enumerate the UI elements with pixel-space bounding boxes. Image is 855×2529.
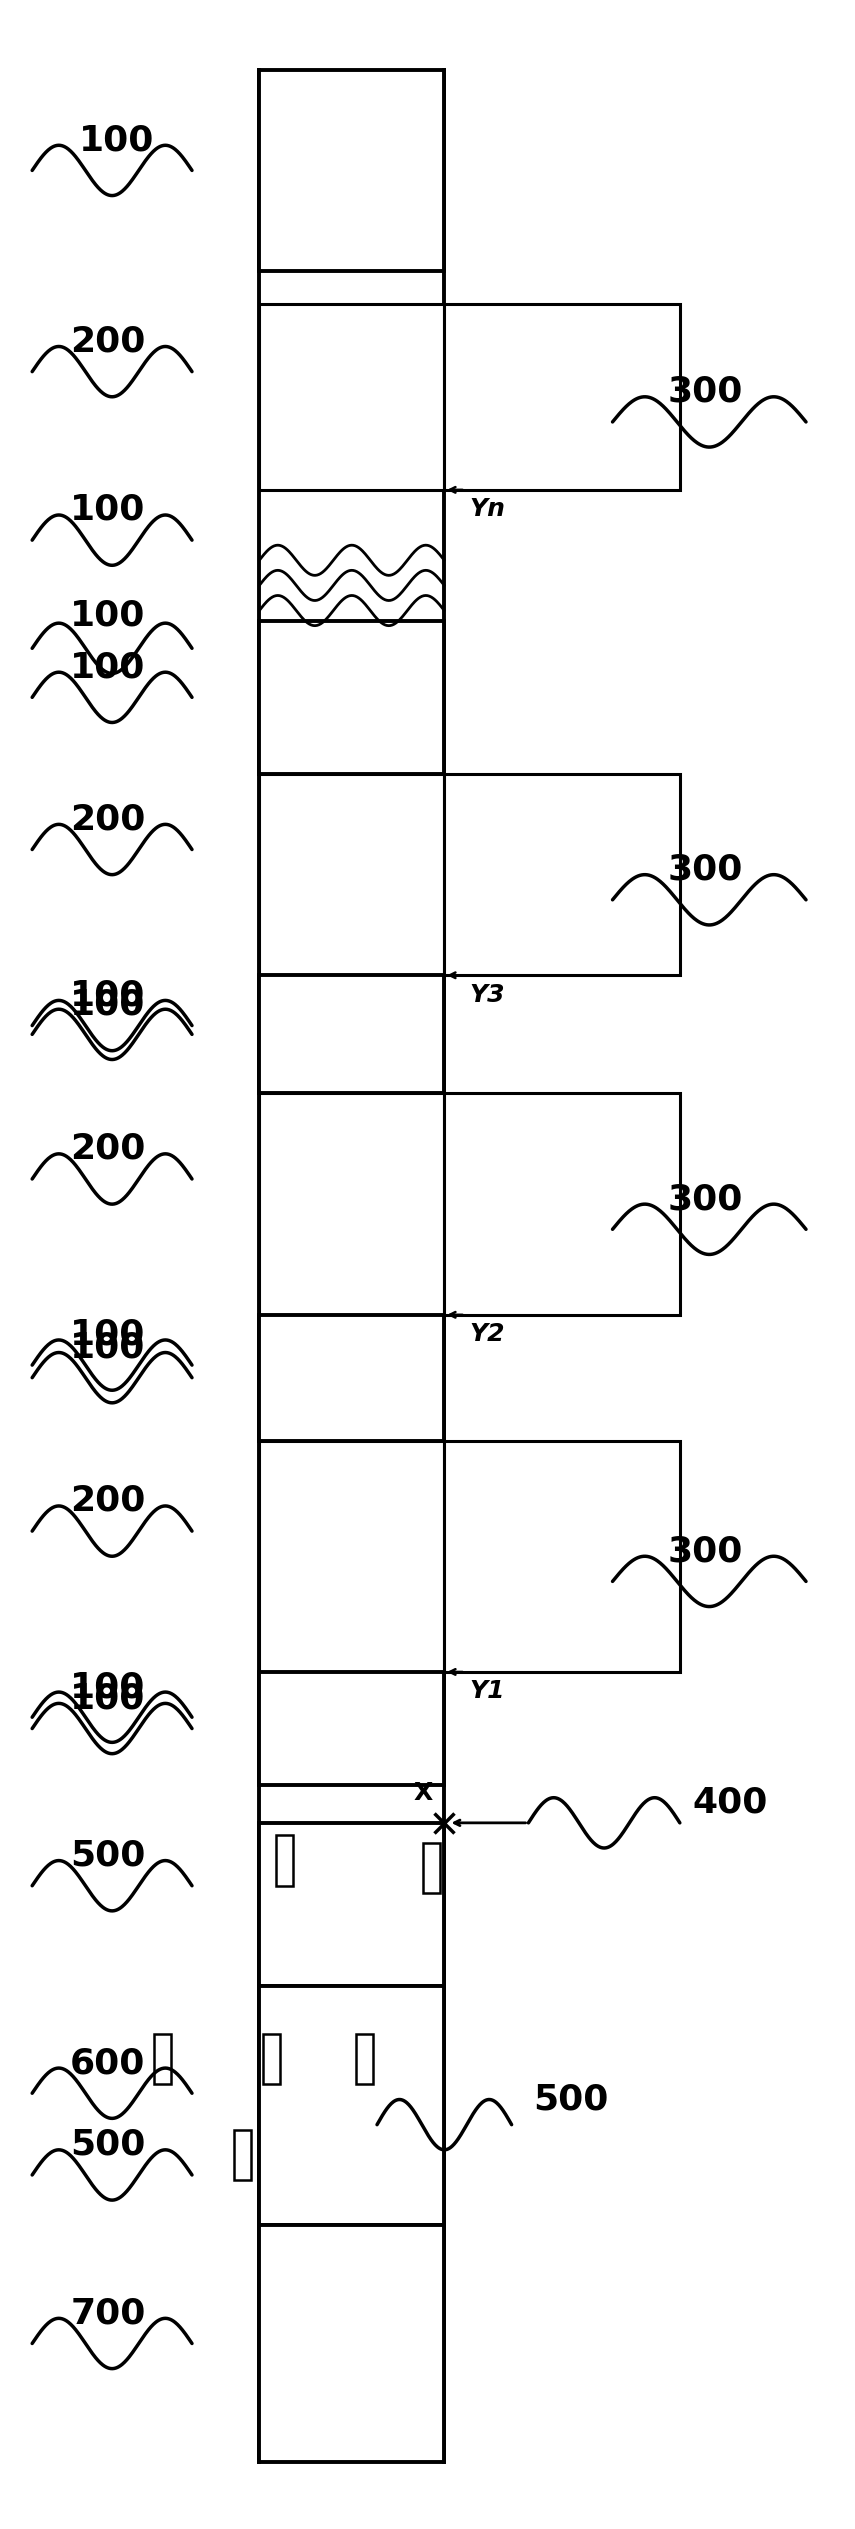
Text: 300: 300 bbox=[668, 852, 743, 888]
Text: 500: 500 bbox=[533, 2081, 608, 2117]
Bar bbox=[259, 303, 445, 491]
Bar bbox=[445, 303, 680, 491]
Bar bbox=[259, 1315, 445, 1442]
Bar bbox=[234, 2129, 251, 2180]
Bar bbox=[259, 2226, 445, 2461]
Bar bbox=[259, 976, 445, 1093]
Bar bbox=[259, 71, 445, 271]
Text: 100: 100 bbox=[70, 650, 145, 685]
Bar bbox=[259, 774, 445, 976]
Text: 200: 200 bbox=[70, 1485, 145, 1517]
Bar bbox=[259, 1985, 445, 2226]
Text: Yn: Yn bbox=[469, 498, 505, 521]
Bar bbox=[276, 1836, 293, 1887]
Bar bbox=[259, 1442, 445, 1672]
Text: 100: 100 bbox=[79, 124, 154, 157]
Text: 100: 100 bbox=[70, 1318, 145, 1353]
Text: 300: 300 bbox=[668, 1535, 743, 1568]
Bar bbox=[445, 1093, 680, 1315]
Bar bbox=[445, 774, 680, 976]
Text: 200: 200 bbox=[70, 324, 145, 359]
Bar bbox=[259, 1672, 445, 1785]
Text: 100: 100 bbox=[70, 599, 145, 632]
Text: 700: 700 bbox=[70, 2296, 145, 2329]
Bar bbox=[259, 1093, 445, 1315]
Text: 500: 500 bbox=[70, 1839, 145, 1871]
Text: 500: 500 bbox=[70, 2127, 145, 2162]
Text: 300: 300 bbox=[668, 374, 743, 410]
Bar bbox=[259, 1823, 445, 1985]
Text: 100: 100 bbox=[70, 986, 145, 1022]
Bar bbox=[356, 2033, 373, 2084]
Text: 200: 200 bbox=[70, 1133, 145, 1166]
Bar bbox=[263, 2033, 280, 2084]
Text: Y2: Y2 bbox=[469, 1323, 505, 1345]
Text: 200: 200 bbox=[70, 802, 145, 837]
Bar bbox=[259, 620, 445, 774]
Text: 100: 100 bbox=[70, 1682, 145, 1715]
Bar bbox=[423, 1844, 440, 1894]
Text: 100: 100 bbox=[70, 1330, 145, 1366]
Text: 300: 300 bbox=[668, 1181, 743, 1216]
Text: 100: 100 bbox=[70, 979, 145, 1012]
Text: Y1: Y1 bbox=[469, 1679, 505, 1705]
Text: X: X bbox=[414, 1780, 433, 1806]
Bar bbox=[154, 2033, 171, 2084]
Bar bbox=[445, 1442, 680, 1672]
Text: 400: 400 bbox=[693, 1785, 768, 1821]
Text: Y3: Y3 bbox=[469, 984, 505, 1007]
Text: 600: 600 bbox=[70, 2046, 145, 2079]
Text: 100: 100 bbox=[70, 493, 145, 526]
Text: 100: 100 bbox=[70, 1669, 145, 1705]
